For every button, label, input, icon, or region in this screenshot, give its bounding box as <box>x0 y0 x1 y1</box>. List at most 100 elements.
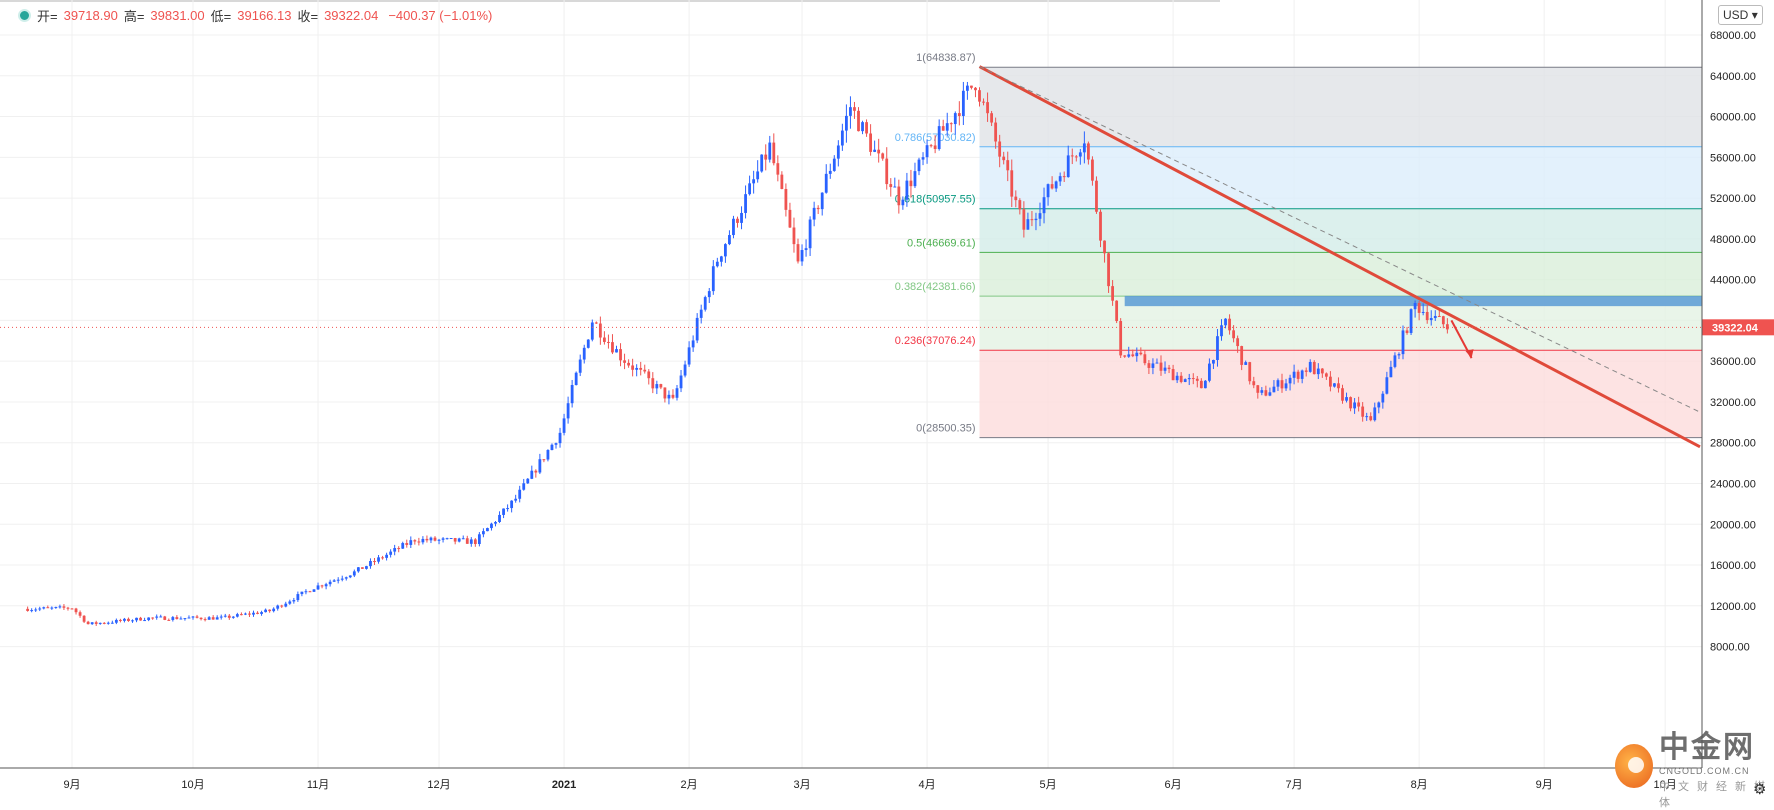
candle <box>114 618 118 625</box>
candle <box>663 387 667 403</box>
candle <box>86 620 90 625</box>
candle <box>1292 364 1296 385</box>
candle-body <box>199 617 203 620</box>
candle <box>38 606 42 612</box>
candle-body <box>1361 406 1365 417</box>
candle <box>970 85 973 90</box>
candle <box>522 478 526 491</box>
candle-body <box>425 538 429 541</box>
candle-body <box>562 418 566 433</box>
candle <box>276 604 280 611</box>
candle <box>1316 363 1320 380</box>
candle-body <box>264 609 267 613</box>
candle <box>1147 360 1151 375</box>
candle-body <box>1300 370 1304 379</box>
candle <box>925 139 929 164</box>
candle-body <box>941 126 945 131</box>
candle <box>268 609 272 613</box>
candle-body <box>292 600 296 602</box>
candle <box>1030 210 1034 227</box>
candle <box>1324 372 1328 380</box>
candle-body <box>502 508 505 515</box>
candle <box>98 622 102 625</box>
candle <box>796 238 800 264</box>
candle <box>1208 358 1211 383</box>
candle <box>1123 355 1127 358</box>
candle-body <box>123 618 126 621</box>
candle-body <box>772 142 776 164</box>
candle-body <box>252 612 255 615</box>
candle <box>280 604 284 608</box>
candle-body <box>304 591 308 593</box>
currency-selector[interactable]: USD ▾ <box>1718 5 1763 25</box>
candle <box>953 111 957 135</box>
candle <box>191 616 195 620</box>
candle-body <box>1268 392 1272 396</box>
candle <box>78 610 82 618</box>
x-tick-label: 10月 <box>1654 779 1677 791</box>
candle-body <box>187 617 191 619</box>
candle <box>1284 378 1288 391</box>
y-tick-label: 68000.00 <box>1710 30 1756 42</box>
candle-body <box>897 186 901 206</box>
candle <box>812 201 816 227</box>
candle-body <box>114 619 118 623</box>
candle-body <box>1216 336 1219 361</box>
watermark-logo: 中金网 CNGOLD.COM.CN 中文财经新媒体 <box>1615 722 1774 810</box>
candle-body <box>1312 361 1316 375</box>
candle-body <box>905 180 909 200</box>
candle <box>139 616 142 621</box>
candle <box>494 521 497 527</box>
candle <box>151 617 155 620</box>
candle <box>1002 151 1006 165</box>
arrow-head <box>1465 349 1474 359</box>
candle-body <box>687 347 691 365</box>
candle-body <box>861 122 864 132</box>
candle <box>1175 372 1179 384</box>
candle-body <box>671 394 675 398</box>
candle-body <box>647 371 651 379</box>
candle-body <box>1002 156 1006 161</box>
candle <box>828 163 832 179</box>
candle-body <box>1333 383 1336 387</box>
candle-body <box>949 123 953 125</box>
trend-line-downward <box>978 65 1701 449</box>
candle <box>175 615 179 620</box>
candle-body <box>340 578 344 580</box>
candle-body <box>792 227 796 245</box>
candle <box>369 558 372 569</box>
candle <box>260 610 263 616</box>
candle-body <box>788 209 792 228</box>
candle <box>389 549 393 558</box>
candle-body <box>248 613 251 615</box>
candle-body <box>1365 416 1369 418</box>
candle-body <box>175 617 179 620</box>
candle <box>1304 367 1308 377</box>
x-tick-label: 10月 <box>181 779 204 791</box>
candle <box>615 345 618 353</box>
candle <box>659 383 663 390</box>
candle-body <box>409 540 413 545</box>
y-tick-label: 44000.00 <box>1710 275 1756 287</box>
close-label: 收= <box>297 9 319 24</box>
candle-body <box>1179 375 1183 382</box>
candle-body <box>284 603 288 607</box>
candle-body <box>590 322 594 340</box>
candle <box>1119 318 1123 358</box>
candle-body <box>986 102 989 114</box>
candle <box>365 565 368 570</box>
gear-icon[interactable]: ⚙ <box>1753 781 1767 798</box>
candle <box>1329 371 1332 392</box>
candle <box>877 138 881 163</box>
candle-body <box>534 470 538 473</box>
x-tick-label: 12月 <box>427 779 450 791</box>
candle-body <box>1304 370 1308 372</box>
candle <box>538 453 542 475</box>
candle <box>1074 154 1078 162</box>
candle <box>131 619 134 623</box>
candle-body <box>1280 380 1284 389</box>
candle <box>574 371 578 386</box>
candle <box>1413 300 1417 318</box>
candle-body <box>558 432 562 444</box>
